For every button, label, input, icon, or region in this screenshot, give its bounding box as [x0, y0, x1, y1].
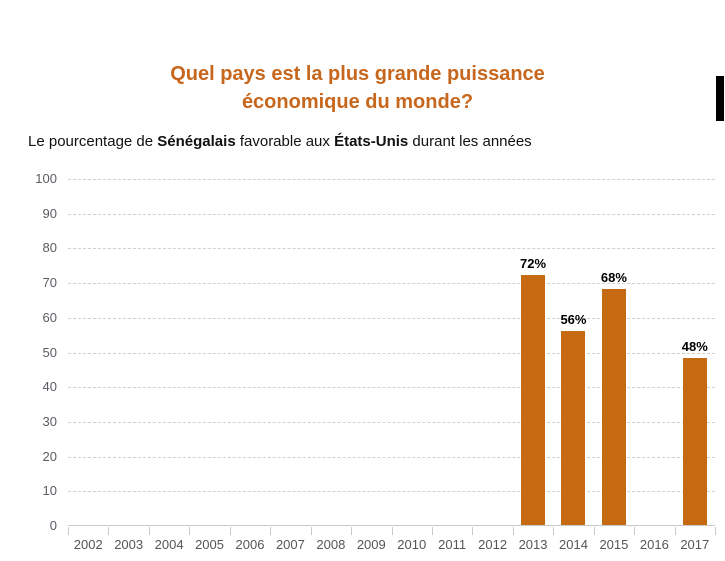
y-axis-tick-label: 30 [42, 413, 57, 429]
x-axis-label-2015: 2015 [599, 537, 629, 552]
x-axis-tick [553, 527, 555, 535]
bar-value-label-2014: 56% [560, 311, 587, 327]
x-axis-label-2017: 2017 [680, 537, 710, 552]
subtitle-nationality: Sénégalais [157, 133, 236, 150]
x-axis-tick [431, 527, 433, 535]
gridline-100 [68, 179, 715, 180]
gridline-50 [68, 352, 715, 354]
gridline-70 [68, 283, 715, 285]
x-axis-tick [512, 527, 514, 535]
x-axis-label-2008: 2008 [316, 537, 346, 552]
x-axis-label-2009: 2009 [356, 537, 386, 552]
gridline-20 [68, 456, 715, 458]
gridline-80 [68, 248, 715, 250]
gridline-60 [68, 317, 715, 319]
x-axis-label-2004: 2004 [154, 537, 184, 552]
subtitle-country: États-Unis [334, 133, 409, 150]
bar-2015 [601, 289, 626, 525]
x-axis-tick [593, 527, 595, 535]
x-axis-label-2016: 2016 [639, 537, 669, 552]
subtitle-text-mid: favorable aux [235, 133, 335, 150]
gridline-30 [68, 421, 715, 423]
y-axis-tick-label: 60 [42, 309, 57, 325]
x-axis-tick [634, 527, 636, 535]
x-axis-tick [189, 527, 191, 535]
y-axis-labels: 0 10 20 30 40 50 60 70 80 90 100 [0, 172, 57, 533]
x-axis-tick [715, 527, 716, 535]
y-axis-tick-label: 100 [35, 171, 57, 186]
bar-2013 [521, 275, 546, 525]
x-axis-tick [270, 527, 272, 535]
x-axis-tick [68, 527, 69, 535]
x-axis-label-2002: 2002 [73, 537, 103, 552]
x-axis-tick [108, 527, 110, 535]
x-axis-tick [391, 527, 393, 535]
x-axis-tick [472, 527, 474, 535]
chart-title-line1: Quel pays est la plus grande puissance [170, 63, 545, 85]
y-axis-tick-label: 20 [42, 448, 57, 464]
x-axis-label-2006: 2006 [235, 537, 265, 552]
y-axis-tick-label: 90 [42, 205, 57, 221]
x-axis-tick [351, 527, 353, 535]
x-axis-tick [229, 527, 231, 535]
y-axis-tick-label: 80 [42, 240, 57, 256]
y-axis-tick-label: 50 [42, 344, 57, 360]
subtitle-text: Le pourcentage de [28, 133, 158, 150]
bar-2017 [682, 358, 707, 525]
bar-value-label-2013: 72% [520, 256, 547, 272]
x-axis-label-2011: 2011 [438, 537, 467, 552]
subtitle-text-suffix: durant les années [408, 133, 532, 150]
bar-2014 [561, 330, 586, 525]
gridline-10 [68, 491, 715, 493]
x-axis-label-2012: 2012 [478, 537, 508, 552]
gridline-40 [68, 387, 715, 389]
x-axis-label-2005: 2005 [195, 537, 224, 552]
x-axis-label-2013: 2013 [518, 537, 548, 552]
y-axis-tick-label: 40 [42, 379, 57, 395]
bar-chart-plot-area: 72% 56% 68% 48% [68, 179, 715, 526]
x-axis-tick [310, 527, 312, 535]
bar-value-label-2017: 48% [681, 339, 708, 355]
bar-value-label-2015: 68% [600, 270, 627, 286]
x-axis: 2002 2003 2004 2005 2006 2007 2008 2009 2010 2011… [68, 526, 716, 560]
x-axis-label-2010: 2010 [397, 537, 427, 552]
x-axis-label-2014: 2014 [559, 537, 588, 552]
x-axis-tick [148, 527, 150, 535]
y-axis-tick-label: 10 [42, 483, 57, 499]
chart-title: Quel pays est la plus grande puissance é… [0, 60, 715, 116]
y-axis-tick-label: 0 [49, 518, 57, 533]
x-axis-label-2007: 2007 [275, 537, 305, 552]
chart-title-line2: économique du monde? [241, 91, 474, 113]
x-axis-tick [674, 527, 676, 535]
x-axis-label-2003: 2003 [114, 537, 144, 552]
y-axis-tick-label: 70 [42, 275, 57, 291]
scrollbar-thumb[interactable] [716, 76, 724, 121]
chart-subtitle: Le pourcentage de Sénégalais favorable a… [28, 133, 532, 150]
gridline-90 [68, 213, 715, 215]
